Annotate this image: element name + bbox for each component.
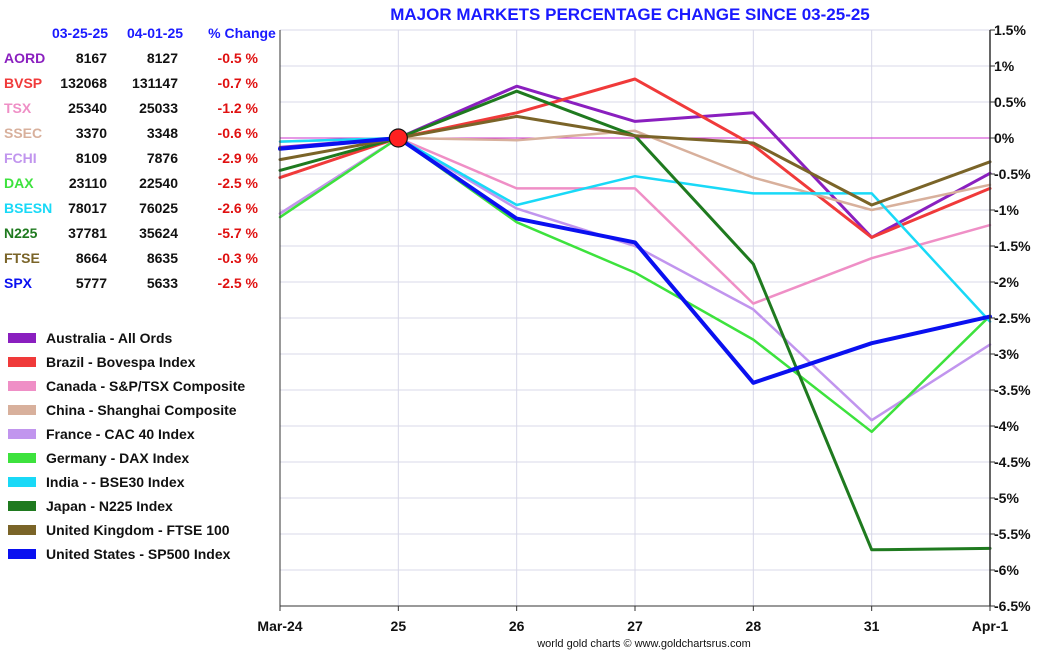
table-code: SSEC <box>4 125 42 141</box>
chart-grid <box>279 29 991 607</box>
table-code: SPX <box>4 275 33 291</box>
legend-label: Canada - S&P/TSX Composite <box>46 378 245 394</box>
y-tick-label: -4.5% <box>994 454 1031 470</box>
y-tick-label: -6.5% <box>994 598 1031 614</box>
y-tick-label: -0.5% <box>994 166 1031 182</box>
table-end-value: 131147 <box>132 75 178 91</box>
legend-swatch <box>8 381 36 391</box>
table-code: FTSE <box>4 250 40 266</box>
table-start-value: 8109 <box>76 150 107 166</box>
table-code: BSESN <box>4 200 52 216</box>
table-end-value: 5633 <box>147 275 178 291</box>
legend-label: Japan - N225 Index <box>46 498 173 514</box>
x-tick-label: 31 <box>864 618 880 634</box>
chart-credit: world gold charts © www.goldchartsrus.co… <box>536 638 751 650</box>
legend-swatch <box>8 501 36 511</box>
table-start-value: 132068 <box>60 75 107 91</box>
table-end-value: 8635 <box>147 250 178 266</box>
index-values-table: 03-25-25 04-01-25 % Change AORD 8167 8127 -0.5… <box>4 25 276 291</box>
table-code: DAX <box>4 175 34 191</box>
table-code: N225 <box>4 225 38 241</box>
y-tick-label: -4% <box>994 418 1019 434</box>
table-end-value: 25033 <box>139 100 178 116</box>
table-header: 03-25-25 <box>52 25 108 41</box>
table-start-value: 3370 <box>76 125 107 141</box>
table-code: TSX <box>4 100 32 116</box>
table-change-value: -1.2 % <box>218 100 259 116</box>
x-tick-label: 28 <box>746 618 762 634</box>
legend-label: United Kingdom - FTSE 100 <box>46 522 230 538</box>
legend-label: Australia - All Ords <box>46 330 173 346</box>
chart-legend: Australia - All Ords Brazil - Bovespa Ind… <box>8 330 245 562</box>
table-end-value: 35624 <box>139 225 178 241</box>
table-start-value: 78017 <box>68 200 107 216</box>
table-change-value: -5.7 % <box>218 225 259 241</box>
table-end-value: 7876 <box>147 150 178 166</box>
x-tick-label: 25 <box>391 618 407 634</box>
table-header: 04-01-25 <box>127 25 183 41</box>
table-code: FCHI <box>4 150 37 166</box>
table-end-value: 22540 <box>139 175 178 191</box>
y-tick-label: -3.5% <box>994 382 1031 398</box>
table-start-value: 37781 <box>68 225 107 241</box>
y-tick-label: -6% <box>994 562 1019 578</box>
y-tick-label: -3% <box>994 346 1019 362</box>
legend-swatch <box>8 429 36 439</box>
legend-label: India - - BSE30 Index <box>46 474 185 490</box>
legend-label: China - Shanghai Composite <box>46 402 237 418</box>
x-tick-label: 27 <box>627 618 643 634</box>
table-end-value: 76025 <box>139 200 178 216</box>
legend-swatch <box>8 549 36 559</box>
table-start-value: 8167 <box>76 50 107 66</box>
y-tick-label: -5% <box>994 490 1019 506</box>
y-tick-label: -2% <box>994 274 1019 290</box>
x-tick-label: 26 <box>509 618 525 634</box>
y-tick-label: 1% <box>994 58 1015 74</box>
y-tick-label: 1.5% <box>994 22 1026 38</box>
y-tick-label: 0.5% <box>994 94 1026 110</box>
y-tick-label: -1.5% <box>994 238 1031 254</box>
chart-title: MAJOR MARKETS PERCENTAGE CHANGE SINCE 03… <box>390 5 870 24</box>
y-tick-label: -2.5% <box>994 310 1031 326</box>
table-change-value: -0.5 % <box>218 50 259 66</box>
table-change-value: -2.5 % <box>218 175 259 191</box>
table-end-value: 8127 <box>147 50 178 66</box>
legend-swatch <box>8 525 36 535</box>
x-tick-label: Apr-1 <box>972 618 1009 634</box>
legend-label: Germany - DAX Index <box>46 450 189 466</box>
base-point-marker <box>388 128 408 148</box>
legend-label: Brazil - Bovespa Index <box>46 354 196 370</box>
legend-label: United States - SP500 Index <box>46 546 231 562</box>
y-tick-label: -1% <box>994 202 1019 218</box>
y-tick-label: 0% <box>994 130 1015 146</box>
table-header: % Change <box>208 25 276 41</box>
legend-swatch <box>8 357 36 367</box>
legend-label: France - CAC 40 Index <box>46 426 195 442</box>
table-end-value: 3348 <box>147 125 178 141</box>
table-start-value: 23110 <box>69 175 107 191</box>
y-tick-label: -5.5% <box>994 526 1031 542</box>
table-change-value: -0.3 % <box>218 250 259 266</box>
x-tick-label: Mar-24 <box>257 618 302 634</box>
table-start-value: 5777 <box>76 275 107 291</box>
table-code: BVSP <box>4 75 42 91</box>
table-change-value: -2.9 % <box>218 150 259 166</box>
table-change-value: -0.6 % <box>218 125 259 141</box>
legend-swatch <box>8 405 36 415</box>
chart-axes: 1.5% 1% 0.5% 0% -0.5% -1% -1.5% -2% -2.5% -3% -3.5… <box>257 22 1031 634</box>
legend-swatch <box>8 453 36 463</box>
legend-swatch <box>8 477 36 487</box>
table-change-value: -2.5 % <box>218 275 259 291</box>
table-change-value: -0.7 % <box>218 75 259 91</box>
table-start-value: 25340 <box>68 100 107 116</box>
table-start-value: 8664 <box>76 250 107 266</box>
legend-swatch <box>8 333 36 343</box>
table-code: AORD <box>4 50 45 66</box>
series-lines <box>278 77 992 552</box>
table-change-value: -2.6 % <box>218 200 259 216</box>
